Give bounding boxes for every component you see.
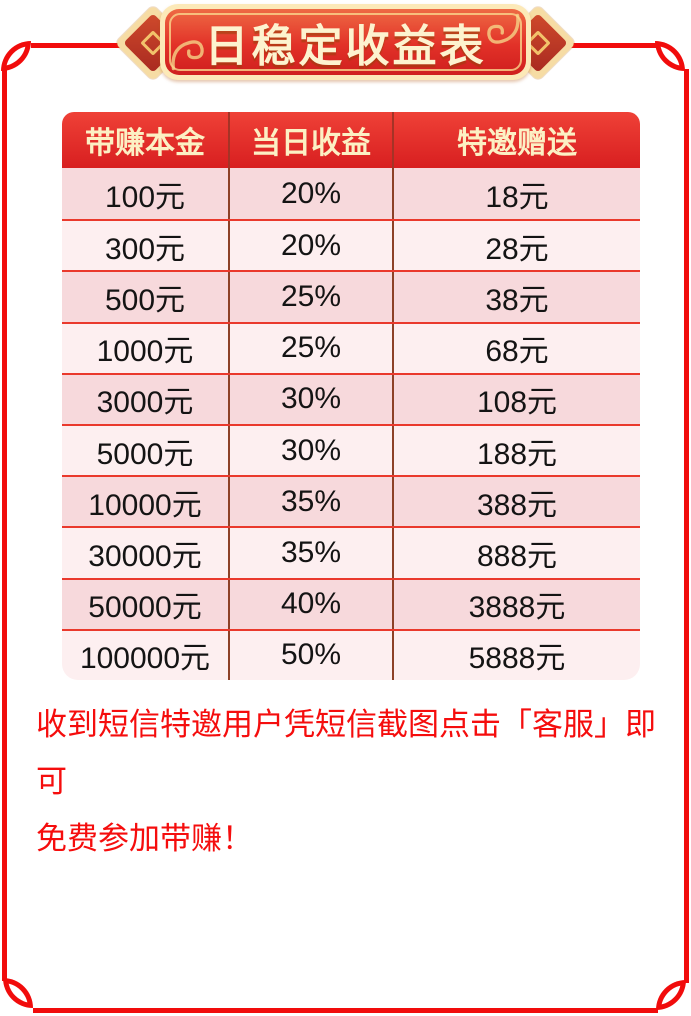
table-cell-principal: 10000元	[88, 488, 202, 522]
table-cell-bonus: 188元	[392, 425, 640, 476]
table-cell-daily-return: 30%	[228, 425, 392, 476]
table-cell-principal: 50000元	[88, 591, 202, 625]
table-cell-bonus: 3888元	[392, 579, 640, 629]
table-row: 500元 25% 38元	[62, 270, 640, 322]
income-table: 带赚本金 当日收益 特邀赠送 100元 20% 18元 300元 20% 28元…	[62, 112, 640, 680]
table-cell-principal: 100元	[104, 180, 186, 214]
notice-line: 收到短信特邀用户凭短信截图点击「客服」即可	[36, 707, 656, 799]
frame-line-right	[684, 69, 689, 983]
table-cell-bonus: 68元	[392, 323, 640, 373]
table-cell-daily-return: 50%	[228, 630, 392, 680]
cloud-swirl-icon	[487, 13, 520, 44]
frame-line-top-left	[31, 43, 127, 48]
table-row: 100000元 50% 5888元	[62, 628, 640, 680]
table-row: 3000元 30% 108元	[62, 372, 640, 424]
banner-plate: 日稳定收益表	[160, 4, 531, 80]
table-cell-principal: 100000元	[79, 642, 211, 676]
table-cell-principal: 30000元	[88, 539, 202, 573]
table-cell-bonus: 388元	[392, 477, 640, 527]
table-row: 50000元 40% 3888元	[62, 577, 640, 629]
table-cell-principal: 3000元	[96, 386, 194, 420]
table-cell-bonus: 18元	[392, 168, 640, 220]
corner-leaf-icon	[655, 41, 685, 71]
title-banner: 日稳定收益表	[114, 0, 577, 86]
table-row: 300元 20% 28元	[62, 219, 640, 271]
table-header-row: 带赚本金 当日收益 特邀赠送	[62, 112, 640, 168]
table-cell-bonus: 28元	[392, 221, 640, 271]
table-header-principal: 带赚本金	[85, 127, 205, 160]
table-cell-daily-return: 25%	[228, 323, 392, 373]
table-cell-daily-return: 20%	[228, 221, 392, 271]
table-cell-bonus: 888元	[392, 528, 640, 578]
corner-leaf-icon	[656, 980, 686, 1010]
table-cell-bonus: 5888元	[392, 630, 640, 680]
table-cell-daily-return: 35%	[228, 477, 392, 527]
table-cell-daily-return: 35%	[228, 528, 392, 578]
table-cell-principal: 500元	[104, 283, 186, 317]
corner-leaf-icon	[3, 978, 33, 1008]
corner-leaf-icon	[1, 41, 31, 71]
table-header-bonus: 特邀赠送	[392, 112, 640, 168]
table-row: 100元 20% 18元	[62, 168, 640, 220]
frame-line-bottom	[33, 1008, 658, 1013]
table-cell-principal: 5000元	[96, 437, 194, 471]
table-cell-principal: 1000元	[96, 335, 194, 369]
table-cell-bonus: 38元	[392, 272, 640, 322]
table-cell-daily-return: 25%	[228, 272, 392, 322]
invitation-notice: 收到短信特邀用户凭短信截图点击「客服」即可 免费参加带赚！	[36, 696, 664, 867]
table-row: 10000元 35% 388元	[62, 475, 640, 527]
banner-gold-ring	[169, 13, 522, 71]
table-row: 30000元 35% 888元	[62, 526, 640, 578]
banner-plate-inner: 日稳定收益表	[165, 9, 526, 75]
table-cell-principal: 300元	[104, 232, 186, 266]
page-title: 日稳定收益表	[204, 22, 487, 71]
table-cell-daily-return: 30%	[228, 374, 392, 424]
table-body: 100元 20% 18元 300元 20% 28元 500元 25% 38元 1…	[62, 168, 640, 680]
table-row: 1000元 25% 68元	[62, 321, 640, 373]
cloud-swirl-icon	[171, 40, 204, 71]
table-cell-daily-return: 20%	[228, 168, 392, 220]
notice-line: 免费参加带赚！	[36, 821, 253, 856]
frame-line-top-right	[557, 43, 658, 48]
table-header-daily-return: 当日收益	[228, 112, 392, 168]
frame-line-left	[2, 69, 7, 981]
table-row: 5000元 30% 188元	[62, 423, 640, 476]
table-cell-bonus: 108元	[392, 374, 640, 424]
table-cell-daily-return: 40%	[228, 579, 392, 629]
